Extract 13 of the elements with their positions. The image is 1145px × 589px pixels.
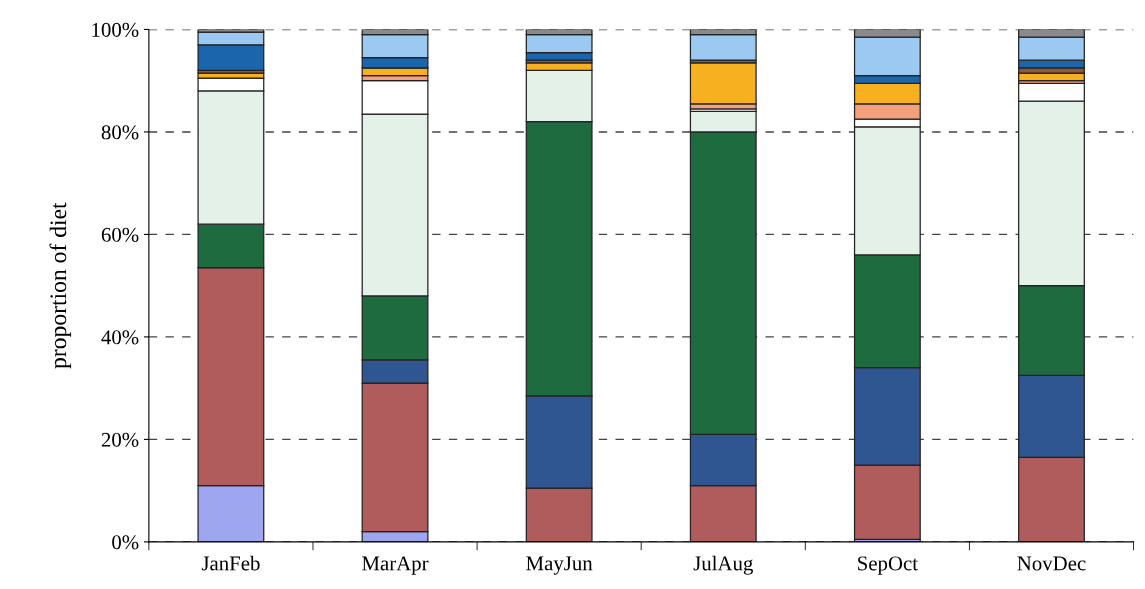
y-tick-label: 100%: [92, 22, 139, 37]
y-tick-label: 60%: [101, 227, 139, 242]
y-tick-label: 40%: [101, 330, 139, 345]
y-tick-label: 80%: [101, 125, 139, 140]
x-tick-label: MayJun: [526, 556, 593, 575]
y-tick-label: 0%: [112, 535, 139, 550]
x-tick-label: MarApr: [362, 556, 429, 575]
y-tick-label: 20%: [101, 432, 139, 447]
x-tick-label: JulAug: [693, 555, 753, 575]
x-tick-label: JanFeb: [201, 555, 260, 571]
x-tick-label: NovDec: [1017, 556, 1086, 571]
x-tick-label: SepOct: [858, 556, 918, 575]
y-axis-title: proportion of diet: [49, 202, 72, 369]
